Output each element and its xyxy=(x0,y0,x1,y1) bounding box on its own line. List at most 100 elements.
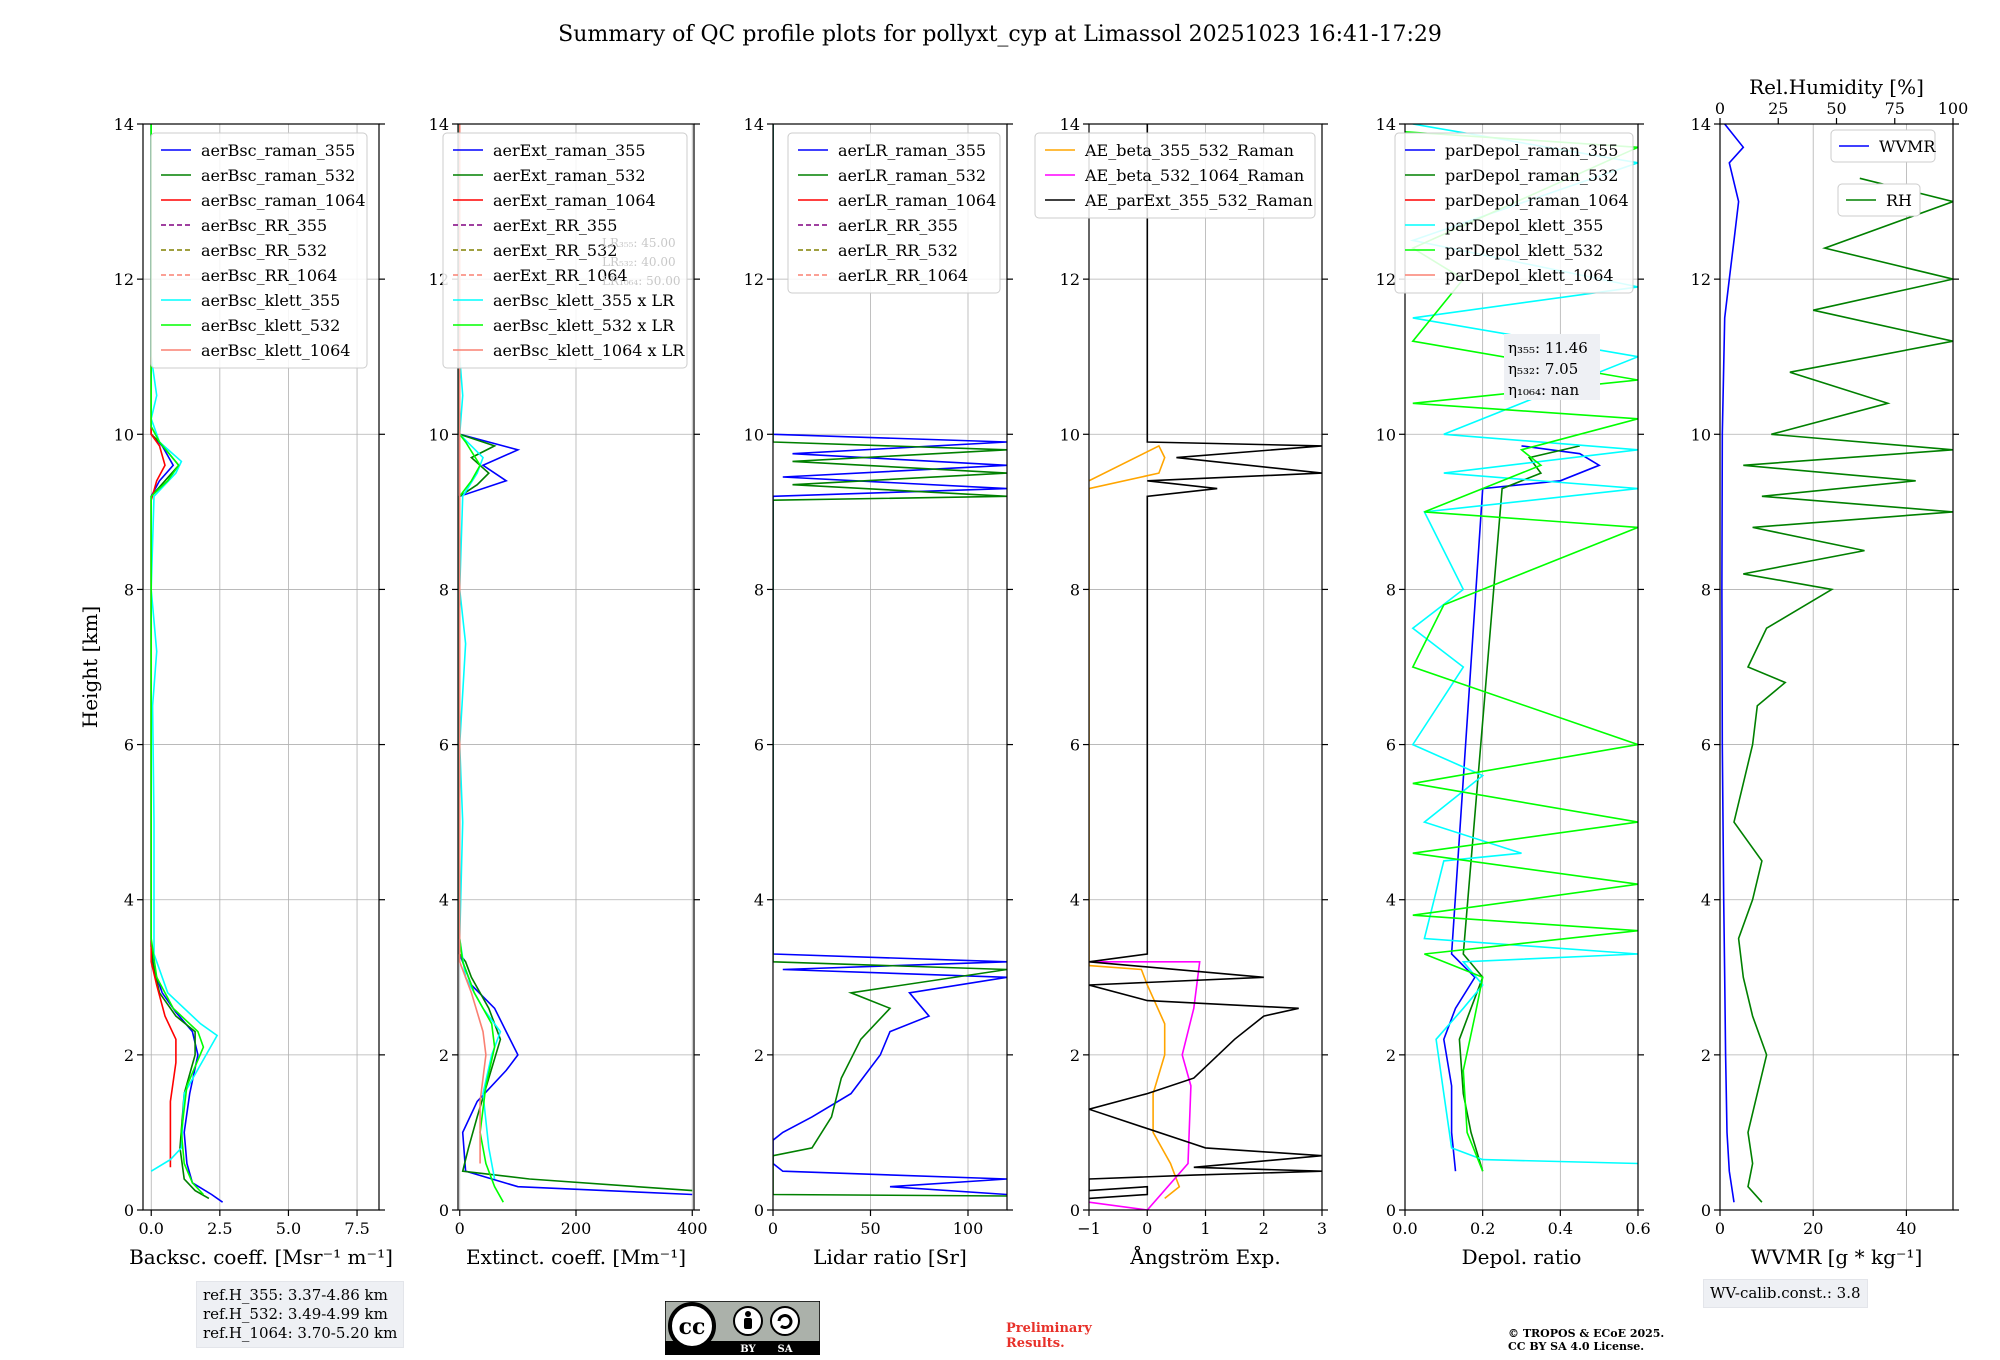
x-tick-label: 0.4 xyxy=(1548,1219,1573,1238)
legend-label: aerExt_RR_355 xyxy=(493,216,617,235)
series-aerLR_raman_355 xyxy=(773,124,1007,1196)
x-tick-label: 40 xyxy=(1896,1219,1916,1238)
legend-label: aerLR_raman_532 xyxy=(838,166,986,185)
legend-label: aerBsc_RR_532 xyxy=(201,241,327,260)
y-tick-label: 14 xyxy=(114,115,134,134)
y-tick-label: 2 xyxy=(439,1046,449,1065)
x-tick-label: 50 xyxy=(860,1219,880,1238)
series-parDepol_klett_532 xyxy=(1405,131,1638,1172)
legend-label: aerBsc_RR_355 xyxy=(201,216,327,235)
cc-letters: cc xyxy=(679,1314,706,1340)
y-tick-label: 2 xyxy=(124,1046,134,1065)
legend-box xyxy=(1034,132,1316,219)
y-tick-label: 6 xyxy=(439,736,449,755)
legend-label: aerLR_RR_532 xyxy=(838,241,958,260)
legend-label: aerBsc_klett_532 x LR xyxy=(493,316,675,335)
y-tick-label: 14 xyxy=(1060,115,1080,134)
legend-label: aerExt_RR_532 xyxy=(493,241,617,260)
copyright-line-2: CC BY SA 4.0 License. xyxy=(1508,1340,1645,1353)
top-x-axis-label: Rel.Humidity [%] xyxy=(1749,75,1924,99)
series-WVMR xyxy=(1721,124,1745,1203)
legend-box xyxy=(787,132,1001,294)
x-tick-label: 0.2 xyxy=(1470,1219,1495,1238)
series-aerExt_raman_532 xyxy=(458,124,693,1192)
series-AE_beta_532_1064_Raman xyxy=(1089,960,1201,1210)
x-tick-label: 3 xyxy=(1317,1219,1327,1238)
y-tick-label: 0 xyxy=(1701,1201,1711,1220)
panel-bsc: 0 2 4 6 8 10 12 14 0.0 2.5 5.0 7.5 Backsc. coeff. [M… xyxy=(78,115,393,1269)
x-tick-label: 7.5 xyxy=(344,1219,369,1238)
legend-label: aerBsc_klett_532 xyxy=(201,316,340,335)
x-tick-label: 400 xyxy=(677,1219,708,1238)
legend-label: RH xyxy=(1886,191,1912,210)
axes-frame xyxy=(772,123,1008,1211)
legend-box xyxy=(150,132,368,369)
x-tick-label: 0.0 xyxy=(139,1219,164,1238)
ref-height-355: ref.H_355: 3.37-4.86 km xyxy=(203,1286,388,1304)
sa-share-icon xyxy=(770,1306,800,1336)
y-tick-label: 6 xyxy=(1386,736,1396,755)
x-tick-label: 100 xyxy=(953,1219,984,1238)
figure-title: Summary of QC profile plots for pollyxt_… xyxy=(558,22,1442,47)
y-tick-label: 8 xyxy=(439,580,449,599)
x-tick-label: 0 xyxy=(768,1219,778,1238)
x-axis-label: WVMR [g * kg⁻¹] xyxy=(1751,1245,1923,1269)
x-tick-label: 0 xyxy=(455,1219,465,1238)
legend-label: parDepol_raman_532 xyxy=(1445,166,1618,185)
series-aerBsc_klett_1064 x LR xyxy=(458,124,487,1164)
y-tick-label: 8 xyxy=(124,580,134,599)
legend-label: aerExt_raman_355 xyxy=(493,141,646,160)
series-aerBsc_raman_1064 xyxy=(150,124,177,1168)
series-RH xyxy=(1733,177,1953,1203)
legend-label: AE_beta_355_532_Raman xyxy=(1084,141,1294,160)
x-tick-label: 0.6 xyxy=(1625,1219,1650,1238)
legend-label: aerBsc_klett_1064 xyxy=(201,341,350,360)
series-aerLR_raman_532 xyxy=(773,124,1007,1197)
series-AE_beta_355_532_Raman xyxy=(1089,444,1181,1200)
y-tick-label: 10 xyxy=(1376,425,1396,444)
y-tick-label: 12 xyxy=(1060,270,1080,289)
legend-label: aerBsc_raman_532 xyxy=(201,166,355,185)
legend-label: parDepol_raman_1064 xyxy=(1445,191,1629,210)
top-x-tick-label: 25 xyxy=(1768,99,1788,118)
y-tick-label: 14 xyxy=(1691,115,1711,134)
copyright-line-1: © TROPOS & ECoE 2025. xyxy=(1508,1327,1665,1340)
y-tick-label: 12 xyxy=(1691,270,1711,289)
legend-label: aerLR_RR_355 xyxy=(838,216,958,235)
y-tick-label: 14 xyxy=(429,115,449,134)
x-axis-label: Extinct. coeff. [Mm⁻¹] xyxy=(466,1245,686,1269)
legend-label: aerBsc_raman_1064 xyxy=(201,191,366,210)
copyright-note: © TROPOS & ECoE 2025. CC BY SA 4.0 Licen… xyxy=(1508,1327,1664,1353)
y-tick-label: 2 xyxy=(1070,1046,1080,1065)
eta-annotation: η₅₃₂: 7.05 xyxy=(1508,360,1578,378)
series-AE_parExt_355_532_Raman xyxy=(1089,124,1322,1200)
sa-label: SA xyxy=(778,1344,793,1355)
y-tick-label: 4 xyxy=(1701,891,1711,910)
y-tick-label: 10 xyxy=(1060,425,1080,444)
y-tick-label: 4 xyxy=(754,891,764,910)
legend-label: aerExt_raman_1064 xyxy=(493,191,656,210)
x-tick-label: 1 xyxy=(1200,1219,1210,1238)
legend-label: aerLR_RR_1064 xyxy=(838,266,968,285)
y-tick-label: 4 xyxy=(1386,891,1396,910)
legend-label: aerLR_raman_1064 xyxy=(838,191,996,210)
legend-label: AE_beta_532_1064_Raman xyxy=(1084,166,1304,185)
y-tick-label: 10 xyxy=(744,425,764,444)
y-tick-label: 8 xyxy=(754,580,764,599)
x-tick-label: −1 xyxy=(1077,1219,1101,1238)
y-tick-label: 10 xyxy=(114,425,134,444)
cc-circle-icon xyxy=(668,1302,716,1350)
preliminary-note: Preliminary Results. xyxy=(1006,1321,1092,1351)
y-tick-label: 0 xyxy=(754,1201,764,1220)
legend-box xyxy=(1830,129,1936,163)
y-axis-label: Height [km] xyxy=(78,606,102,728)
legend-label: aerBsc_RR_1064 xyxy=(201,266,337,285)
x-tick-label: 0 xyxy=(1715,1219,1725,1238)
y-tick-label: 12 xyxy=(1376,270,1396,289)
axes-frame xyxy=(142,123,380,1211)
wv-calibration-box: WV-calib.const.: 3.8 xyxy=(1703,1279,1868,1308)
legend-label: aerBsc_klett_355 xyxy=(201,291,340,310)
y-tick-label: 0 xyxy=(1386,1201,1396,1220)
y-tick-label: 6 xyxy=(1070,736,1080,755)
